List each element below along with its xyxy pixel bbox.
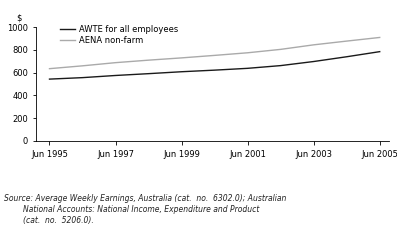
Text: $: $ xyxy=(16,14,22,23)
Text: Source: Average Weekly Earnings, Australia (cat.  no.  6302.0); Australian
     : Source: Average Weekly Earnings, Austral… xyxy=(4,194,286,225)
Legend: AWTE for all employees, AENA non-farm: AWTE for all employees, AENA non-farm xyxy=(60,25,178,45)
